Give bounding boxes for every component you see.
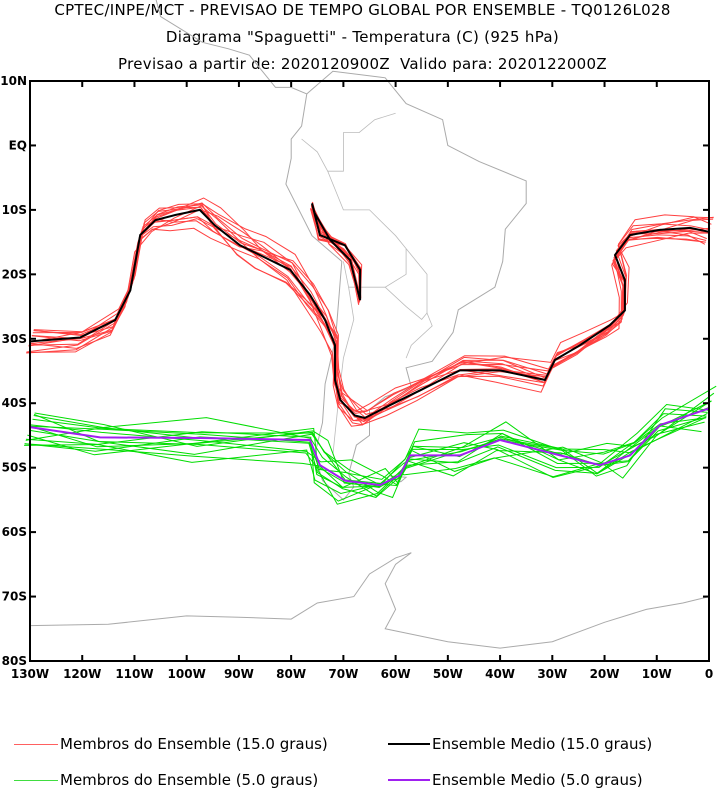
legend-swatch [14,779,58,781]
x-tick-label: 90W [224,667,254,681]
y-tick-label: 80S [2,654,27,668]
member-15-line [28,202,712,415]
y-tick-label: 70S [2,590,27,604]
x-tick-label: 130W [11,667,49,681]
member-15-line [29,227,706,422]
member-15-line [29,208,714,426]
country-border [332,287,355,455]
x-tick-label: 110W [115,667,153,681]
member-15-line [26,218,709,418]
y-tick-label: 30S [2,332,27,346]
x-tick-label: 50W [433,667,463,681]
x-tick-label: 10W [642,667,672,681]
y-tick-label: EQ [9,138,27,152]
x-tick-label: 80W [276,667,306,681]
antarctica-coastline [29,552,710,649]
legend-mean-5: Ensemble Medio (5.0 graus) [388,771,643,789]
member-5-line [28,421,705,499]
member-15-line [28,197,714,412]
x-tick-label: 20W [590,667,620,681]
y-tick-label: 20S [2,267,27,281]
member-15-line [29,206,707,422]
legend-mean-15: Ensemble Medio (15.0 graus) [388,735,652,753]
x-tick-label: 40W [485,667,515,681]
y-tick-label: 50S [2,461,27,475]
mean-15-line [29,208,710,420]
member-15-line [32,206,707,421]
member-15-line [26,203,709,426]
member-15-line [33,218,711,415]
member-5-line [33,400,712,484]
plot-frame [29,80,710,662]
member-15-line [26,216,706,413]
legend-label: Membros do Ensemble (15.0 graus) [60,735,328,753]
y-tick-label: 10S [2,203,27,217]
country-border [384,286,433,359]
x-tick-label: 120W [63,667,101,681]
country-border [405,248,428,313]
legend-label: Ensemble Medio (5.0 graus) [432,771,643,789]
x-tick-label: 70W [328,667,358,681]
legend-swatch [388,779,430,781]
central-america-coastline [155,0,307,95]
x-tick-label: 30W [537,667,567,681]
legend-swatch [14,743,58,745]
country-border [301,138,329,172]
legend-label: Membros do Ensemble (5.0 graus) [60,771,319,789]
map-chart: 130W 120W 110W 100W 90W 80W 70W 60W 50W 40W 30W 20W… [0,0,717,681]
member-5-line [33,385,717,497]
member-15-line [33,202,714,423]
chart-subtitle-2: Previsao a partir de: 2020120900Z Valido… [118,55,607,73]
y-tick-label: 60S [2,525,27,539]
chart-subtitle: Diagrama "Spaguetti" - Temperatura (C) (… [165,28,560,46]
y-tick-label: 40S [2,396,27,410]
x-tick-label: 60W [381,667,411,681]
member-15-line [31,204,709,412]
chart-title: CPTEC/INPE/MCT - PREVISAO DE TEMPO GLOBA… [54,1,671,19]
member-5-line [30,417,707,480]
mean-15-andes-line [311,203,362,301]
x-tick-label: 100W [168,667,206,681]
x-tick-label: 0 [705,667,713,681]
y-tick-label: 10N [0,74,27,88]
legend-member-15: Membros do Ensemble (15.0 graus) [14,735,328,753]
mean-5-line [29,407,710,487]
member-15-line [31,205,706,421]
member-15-line [33,216,710,427]
country-border [327,112,407,288]
legend-swatch [388,743,430,745]
legend-label: Ensemble Medio (15.0 graus) [432,735,653,753]
south-america-coastline [285,70,527,501]
member-15-andes-line [311,202,362,299]
member-5-line [24,406,710,488]
legend-member-5: Membros do Ensemble (5.0 graus) [14,771,318,789]
